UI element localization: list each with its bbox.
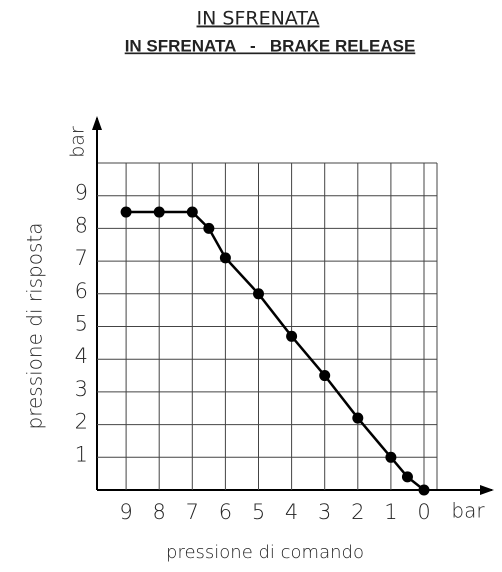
y-tick-label: 5: [75, 312, 88, 336]
y-tick-label: 8: [75, 213, 88, 237]
x-tick-label: 9: [119, 500, 132, 524]
x-tick-label: 7: [186, 500, 199, 524]
y-tick-label: 3: [75, 377, 88, 401]
point: [418, 484, 430, 496]
point: [153, 206, 165, 218]
point: [352, 412, 364, 424]
y-tick-label: 1: [75, 442, 88, 466]
x-tick-label: 6: [219, 500, 232, 524]
point: [219, 252, 231, 264]
x-tick-label: 3: [318, 500, 331, 524]
x-tick-label: 0: [417, 500, 430, 524]
line: [126, 210, 425, 491]
y-arrow: [92, 116, 102, 130]
x-tick-label: 4: [285, 500, 298, 524]
point: [401, 471, 413, 483]
x-tick-label: 5: [252, 500, 265, 524]
y-axis-label: pressione di risposta: [23, 222, 47, 429]
y-tick-label: 7: [75, 246, 88, 270]
chart-title: IN SFRENATA: [197, 8, 320, 30]
point: [385, 451, 397, 463]
x-axis-label: pressione di comando: [166, 542, 364, 563]
point: [319, 370, 331, 382]
y-tick-label: 2: [75, 410, 88, 434]
point: [286, 330, 298, 342]
point: [120, 206, 132, 218]
y-tick-label: 9: [75, 181, 88, 205]
x-tick-label: 1: [384, 500, 397, 524]
y-tick-label: 4: [75, 344, 88, 368]
point: [203, 222, 215, 234]
x-arrow: [480, 485, 494, 495]
chart-subtitle: IN SFRENATA - BRAKE RELEASE: [125, 36, 416, 55]
x-unit: bar: [451, 499, 485, 523]
y-tick-label: 6: [75, 279, 88, 303]
x-tick-label: 2: [351, 500, 364, 524]
point: [253, 288, 264, 300]
point: [186, 206, 198, 218]
x-tick-label: 8: [153, 500, 166, 524]
y-unit: bar: [67, 126, 89, 158]
